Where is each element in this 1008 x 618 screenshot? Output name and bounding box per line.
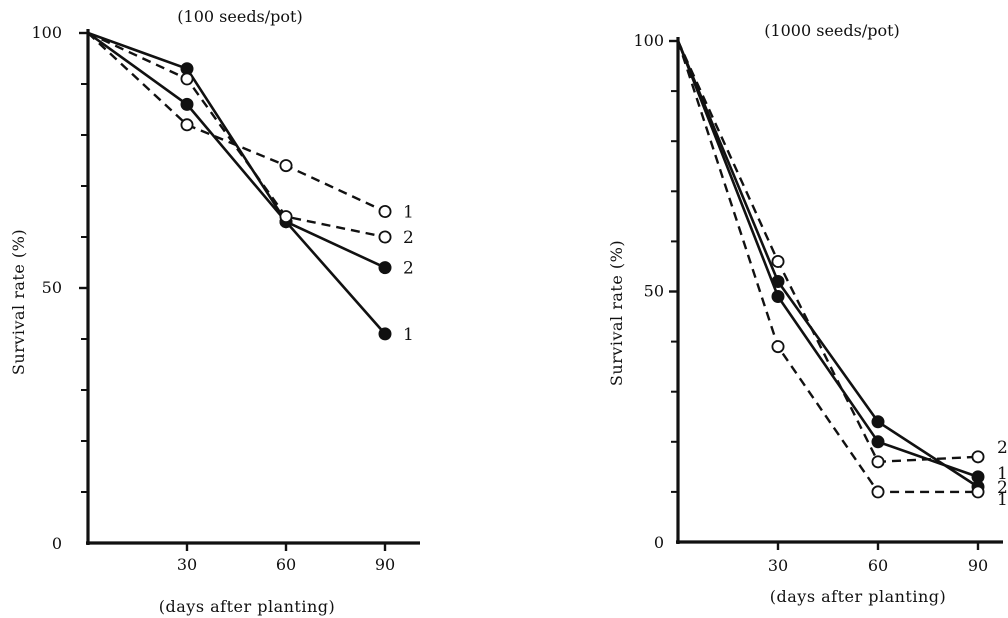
right-x-axis-label: (days after planting) bbox=[770, 587, 947, 606]
right-point-open-2 bbox=[871, 455, 885, 469]
right-point-closed-1 bbox=[771, 290, 785, 304]
panel-left: (100 seeds/pot) Survival rate (%) (days … bbox=[9, 7, 420, 616]
right-point-open-1 bbox=[971, 485, 985, 499]
right-end-label-closed-2: 2 bbox=[997, 478, 1008, 498]
right-point-closed-2 bbox=[771, 274, 785, 288]
right-series-line-closed-1 bbox=[676, 40, 979, 479]
left-point-open-2 bbox=[180, 72, 194, 86]
right-point-open-1 bbox=[771, 340, 785, 354]
right-point-open-2 bbox=[771, 254, 785, 268]
left-x-tick-label: 90 bbox=[375, 555, 395, 574]
left-point-open-1 bbox=[180, 118, 194, 132]
panel-right: (1000 seeds/pot) Survival rate (%) (days… bbox=[607, 21, 1008, 606]
left-point-open-1 bbox=[378, 204, 392, 218]
right-end-label-open-1: 1 bbox=[997, 490, 1008, 510]
right-y-tick-label: 0 bbox=[654, 533, 664, 552]
right-end-label-closed-1: 1 bbox=[997, 464, 1008, 484]
left-point-open-2 bbox=[378, 230, 392, 244]
left-x-axis-label: (days after planting) bbox=[159, 597, 336, 616]
right-x-tick-label: 90 bbox=[968, 556, 988, 575]
left-y-tick-label: 50 bbox=[42, 278, 62, 297]
left-end-label-open-2: 2 bbox=[403, 228, 414, 248]
left-subtitle: (100 seeds/pot) bbox=[177, 7, 302, 26]
left-point-closed-1 bbox=[180, 97, 194, 111]
right-x-tick-label: 30 bbox=[768, 556, 788, 575]
left-end-label-closed-1: 1 bbox=[403, 325, 414, 345]
right-point-closed-2 bbox=[871, 415, 885, 429]
right-series-line-open-1 bbox=[676, 40, 978, 494]
right-y-tick-label: 50 bbox=[644, 282, 664, 301]
left-x-tick-label: 60 bbox=[276, 555, 296, 574]
left-point-closed-1 bbox=[378, 327, 392, 341]
left-y-tick-label: 100 bbox=[31, 23, 62, 42]
left-y-tick-label: 0 bbox=[52, 534, 62, 553]
right-x-tick-label: 60 bbox=[868, 556, 888, 575]
right-point-closed-1 bbox=[871, 435, 885, 449]
right-series-line-closed-2 bbox=[676, 40, 979, 488]
right-subtitle: (1000 seeds/pot) bbox=[764, 21, 900, 40]
right-point-open-2 bbox=[971, 450, 985, 464]
right-series-line-open-2 bbox=[676, 40, 979, 463]
left-point-open-1 bbox=[279, 159, 293, 173]
right-y-axis-label: Survival rate (%) bbox=[607, 240, 626, 386]
right-y-tick-label: 100 bbox=[633, 31, 664, 50]
left-y-axis-label: Survival rate (%) bbox=[9, 229, 28, 375]
left-series-line-closed-2 bbox=[87, 31, 386, 269]
right-point-open-1 bbox=[871, 485, 885, 499]
left-x-tick-label: 30 bbox=[177, 555, 197, 574]
left-point-open-2 bbox=[279, 210, 293, 224]
left-end-label-closed-2: 2 bbox=[403, 259, 414, 279]
right-end-label-open-2: 2 bbox=[997, 438, 1008, 458]
left-series-line-open-1 bbox=[87, 32, 386, 213]
left-series-line-closed-1 bbox=[87, 31, 386, 335]
left-point-closed-2 bbox=[378, 261, 392, 275]
left-end-label-open-1: 1 bbox=[403, 203, 414, 223]
